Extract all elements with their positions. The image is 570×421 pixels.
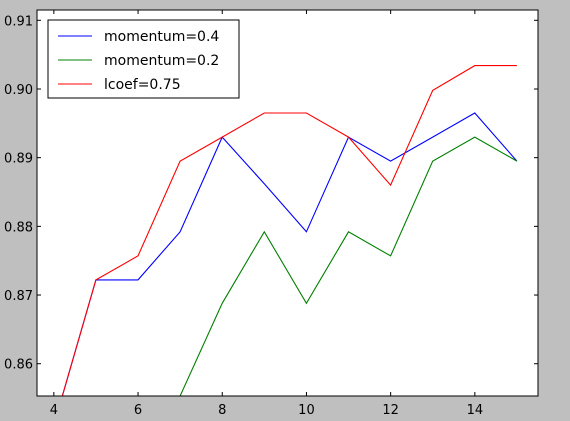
series-line-1 [61,112,518,396]
x-tick-label: 8 [218,403,226,418]
legend-label-3: lcoef=0.75 [104,77,181,93]
y-tick-label: 0.88 [4,220,33,235]
y-tick-label: 0.89 [4,152,33,167]
series-line-2 [179,136,518,396]
legend: momentum=0.4 momentum=0.2 lcoef=0.75 [47,19,240,99]
series-line-3 [61,65,517,396]
axis-ticks: 4 6 8 10 12 14 0.86 0.87 0.88 0.89 0.90 0.91 [4,10,538,418]
x-tick-label: 12 [382,403,399,418]
legend-box [47,19,240,99]
legend-label-2: momentum=0.2 [104,53,219,69]
y-tick-label: 0.87 [4,289,33,304]
x-tick-label: 4 [50,403,58,418]
y-tick-label: 0.91 [4,14,33,29]
series-layer [61,65,518,396]
y-tick-label: 0.86 [4,358,33,373]
x-tick-label: 10 [298,403,315,418]
plot-frame [36,9,539,397]
y-tick-label: 0.90 [4,83,33,98]
x-tick-label: 6 [134,403,142,418]
x-tick-label: 14 [467,403,484,418]
legend-label-1: momentum=0.4 [104,29,219,45]
